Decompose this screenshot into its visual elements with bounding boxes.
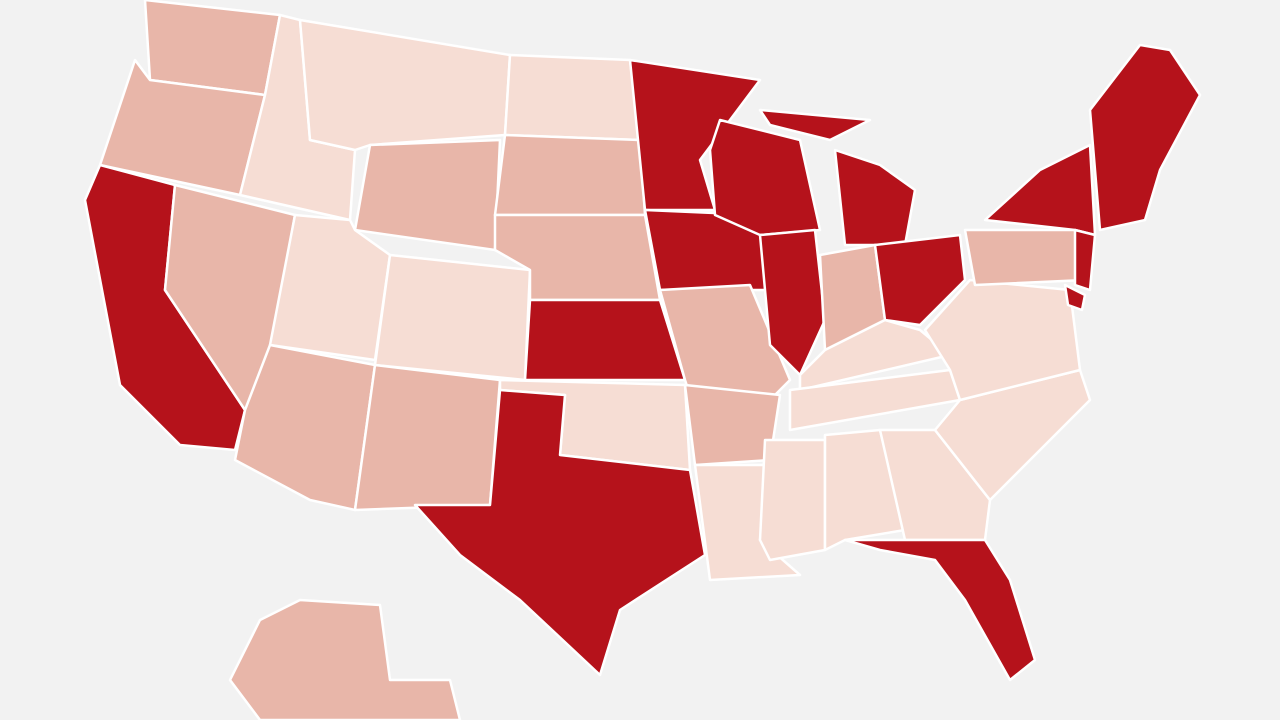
state — [963, 228, 1087, 287]
state — [758, 108, 872, 142]
state — [983, 143, 1097, 237]
state — [523, 298, 687, 382]
state — [353, 363, 502, 512]
state — [503, 53, 642, 142]
state — [923, 278, 1082, 402]
state — [353, 138, 502, 252]
state — [758, 228, 827, 377]
state — [373, 253, 532, 382]
state — [413, 388, 707, 677]
state — [1088, 43, 1202, 232]
state — [493, 133, 647, 217]
state — [878, 428, 992, 542]
state — [228, 598, 462, 720]
states — [83, 0, 1202, 720]
state — [873, 233, 967, 327]
state — [628, 58, 762, 212]
state — [1063, 283, 1087, 312]
state — [1073, 228, 1097, 292]
state — [843, 538, 1037, 682]
state — [823, 428, 907, 552]
state — [758, 438, 827, 562]
state — [933, 368, 1092, 502]
state — [833, 148, 917, 247]
